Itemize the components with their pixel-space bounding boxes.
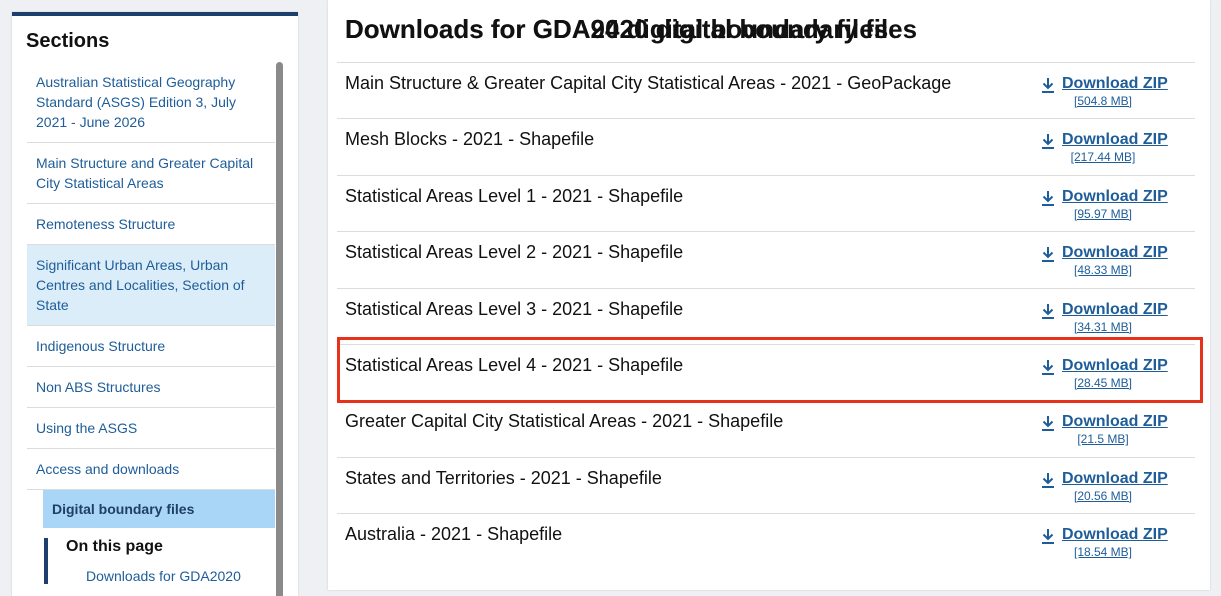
download-icon[interactable] bbox=[1041, 133, 1055, 154]
download-link[interactable]: Download ZIP bbox=[1062, 413, 1168, 431]
file-size[interactable]: [95.97 MB] bbox=[1073, 206, 1133, 221]
download-row: Statistical Areas Level 2 - 2021 - Shape… bbox=[337, 231, 1195, 287]
download-icon[interactable] bbox=[1041, 359, 1055, 380]
heading: Downloads for GDA2020 digital boundary f… bbox=[345, 14, 918, 44]
download-link[interactable]: Download ZIP bbox=[1062, 244, 1168, 262]
on-this-page: On this page Downloads for GDA2020 bbox=[44, 538, 275, 584]
nav-link-active[interactable]: Digital boundary files bbox=[43, 490, 275, 528]
file-name: Australia - 2021 - Shapefile bbox=[345, 524, 563, 545]
nav-link[interactable]: Indigenous Structure bbox=[27, 326, 275, 367]
download-row: Statistical Areas Level 4 - 2021 - Shape… bbox=[337, 343, 1195, 400]
sidebar: Sections Australian Statistical Geograph… bbox=[12, 12, 298, 596]
download-row: Main Structure & Greater Capital City St… bbox=[337, 62, 1195, 118]
download-row: Greater Capital City Statistical Areas -… bbox=[337, 400, 1195, 456]
download-icon[interactable] bbox=[1041, 415, 1055, 436]
file-name: Statistical Areas Level 3 - 2021 - Shape… bbox=[345, 298, 684, 319]
file-name: Statistical Areas Level 4 - 2021 - Shape… bbox=[345, 354, 684, 375]
download-row: Statistical Areas Level 3 - 2021 - Shape… bbox=[337, 287, 1195, 344]
heading: Downloads for GDA94 digital boundary fil… bbox=[345, 14, 889, 44]
file-name: Main Structure & Greater Capital City St… bbox=[345, 73, 952, 93]
download-row: Mesh Blocks - 2021 - Shapefile Download Z… bbox=[337, 118, 1195, 174]
file-name: States and Territories - 2021 - Shapefil… bbox=[345, 467, 662, 488]
nav-link[interactable]: Australian Statistical Geography Standar… bbox=[27, 62, 275, 143]
download-list: Main Structure & Greater Capital City St… bbox=[337, 62, 1195, 570]
file-size[interactable]: [21.5 MB] bbox=[1077, 432, 1129, 447]
download-row: States and Territories - 2021 - Shapefil… bbox=[337, 456, 1195, 513]
file-size[interactable]: [504.8 MB] bbox=[1073, 94, 1133, 108]
file-size[interactable]: [34.31 MB] bbox=[1073, 319, 1133, 334]
nav-link[interactable]: Access and downloads bbox=[27, 449, 275, 490]
scrollbar[interactable] bbox=[276, 62, 283, 596]
page: Sections Australian Statistical Geograph… bbox=[12, 0, 1210, 596]
nav-link[interactable]: Remoteness Structure bbox=[27, 204, 275, 245]
sidebar-title: Sections bbox=[26, 30, 110, 52]
download-link[interactable]: Download ZIP bbox=[1062, 300, 1168, 318]
download-icon[interactable] bbox=[1041, 528, 1055, 549]
nav-link[interactable]: Using the ASGS bbox=[27, 408, 275, 449]
file-size[interactable]: [28.45 MB] bbox=[1073, 375, 1133, 390]
on-this-page-title: On this page bbox=[66, 538, 163, 555]
download-link[interactable]: Download ZIP bbox=[1062, 469, 1168, 487]
file-name: Statistical Areas Level 2 - 2021 - Shape… bbox=[345, 242, 684, 263]
nav-link[interactable]: Significant Urban Areas, Urban Centres a… bbox=[27, 245, 275, 326]
nav-link[interactable]: Main Structure and Greater Capital City … bbox=[27, 143, 275, 204]
download-link[interactable]: Download ZIP bbox=[1062, 131, 1168, 149]
anchor-link[interactable]: Downloads for GDA2020 bbox=[86, 568, 241, 584]
highlight-box bbox=[337, 337, 1203, 403]
file-size[interactable]: [48.33 MB] bbox=[1073, 263, 1133, 278]
file-name: Statistical Areas Level 1 - 2021 - Shape… bbox=[345, 185, 684, 206]
download-icon[interactable] bbox=[1041, 303, 1055, 324]
download-icon[interactable] bbox=[1041, 246, 1055, 267]
download-link[interactable]: Download ZIP bbox=[1062, 75, 1168, 92]
nav-list: Australian Statistical Geography Standar… bbox=[27, 62, 275, 584]
main-panel: Downloads for GDA2020 digital boundary f… bbox=[328, 0, 1210, 590]
file-name: Mesh Blocks - 2021 - Shapefile bbox=[345, 129, 595, 150]
download-link[interactable]: Download ZIP bbox=[1062, 356, 1168, 374]
file-size[interactable]: [20.56 MB] bbox=[1073, 488, 1133, 503]
download-row: Australia - 2021 - Shapefile Download ZIP… bbox=[337, 513, 1195, 569]
download-link[interactable]: Download ZIP bbox=[1062, 526, 1168, 544]
download-icon[interactable] bbox=[1041, 77, 1055, 98]
file-name: Greater Capital City Statistical Areas -… bbox=[345, 411, 784, 432]
download-icon[interactable] bbox=[1041, 472, 1055, 493]
file-size[interactable]: [18.54 MB] bbox=[1073, 545, 1133, 560]
download-icon[interactable] bbox=[1041, 190, 1055, 211]
download-link[interactable]: Download ZIP bbox=[1062, 187, 1168, 205]
download-row: Statistical Areas Level 1 - 2021 - Shape… bbox=[337, 174, 1195, 231]
nav-link[interactable]: Non ABS Structures bbox=[27, 367, 275, 408]
file-size[interactable]: [217.44 MB] bbox=[1070, 150, 1136, 165]
